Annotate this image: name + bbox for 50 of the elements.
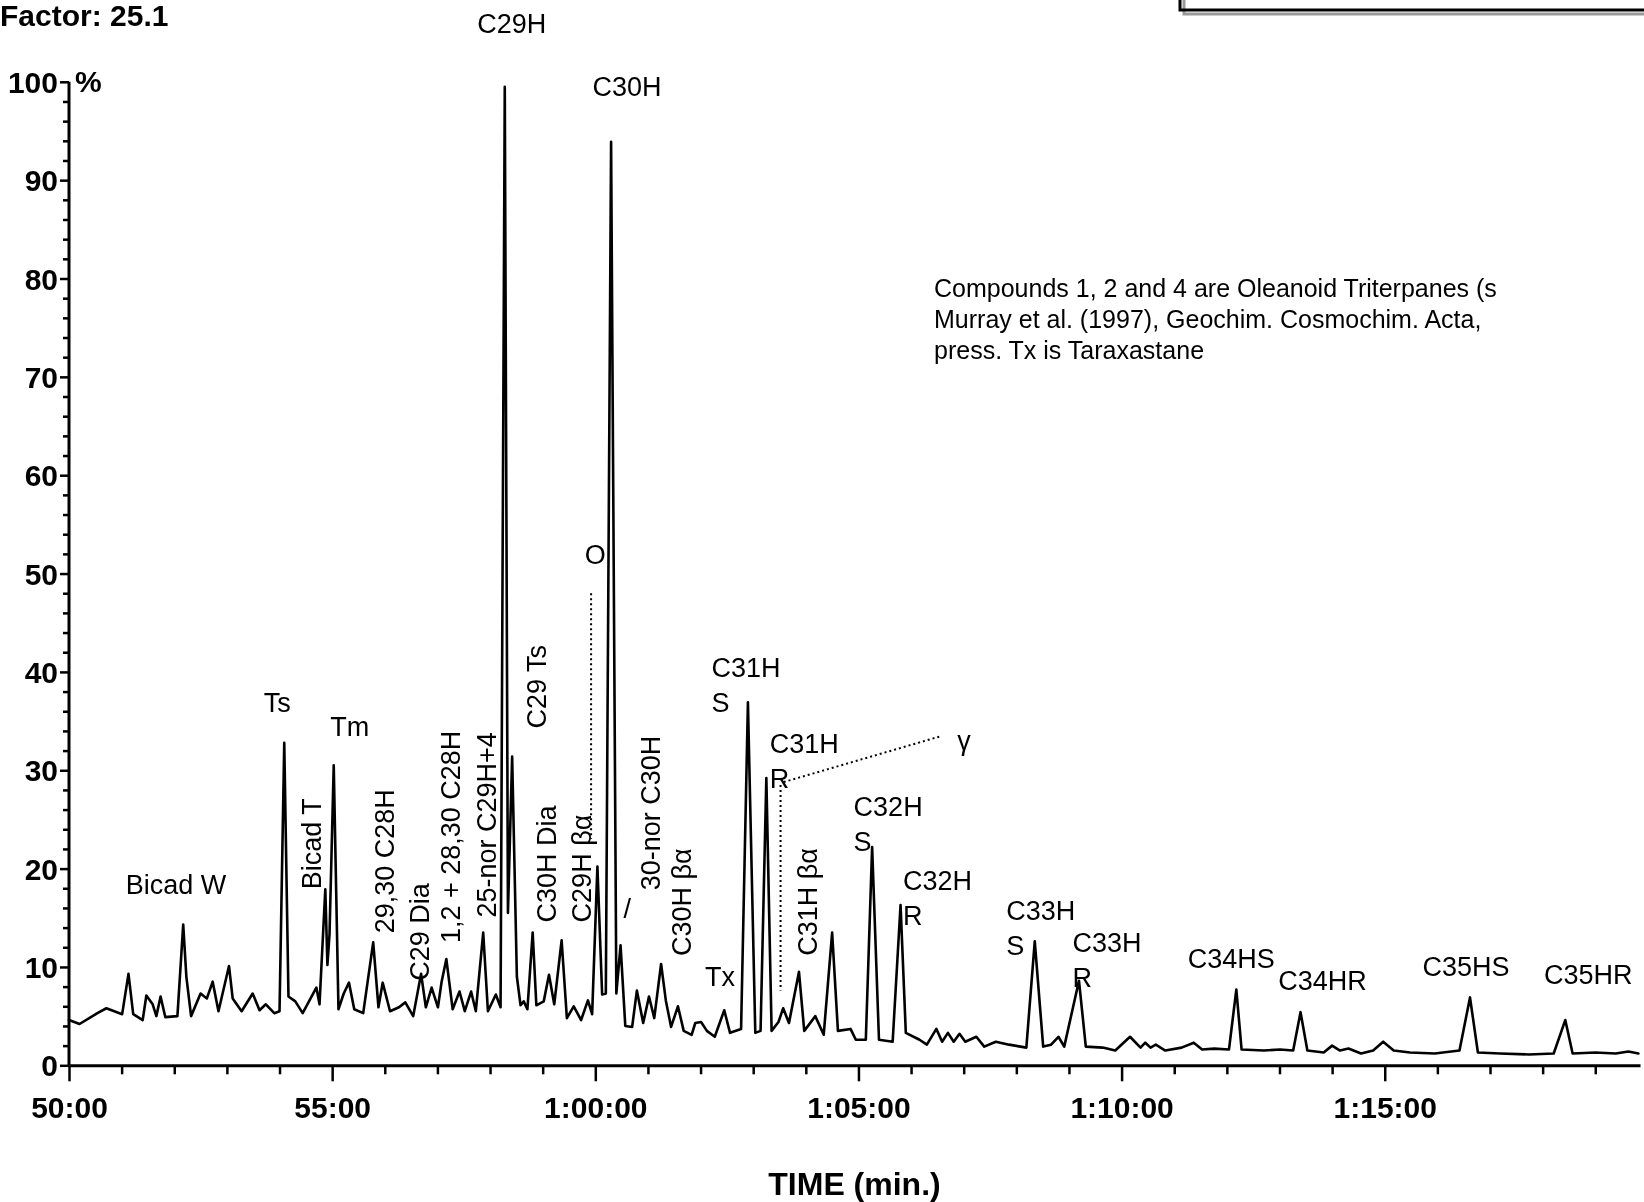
y-tick-label: 90	[24, 164, 58, 198]
y-tick-label: 0	[41, 1049, 58, 1083]
annotation: Compounds 1, 2 and 4 are Oleanoid Triterpanes (s Murray et al. (1997), Geochim. Cosmochim. Acta, press. Tx is Taraxastane	[934, 274, 1497, 364]
annotation: Tx	[704, 962, 736, 993]
y-tick-label: 70	[24, 360, 58, 394]
x-tick-label: 1:10:00	[1070, 1090, 1174, 1124]
annotation: C29H	[477, 8, 547, 39]
annotation: C35HR	[1544, 960, 1633, 991]
y-tick-label: 50	[24, 557, 58, 591]
annotation: C30H βα	[666, 848, 697, 956]
x-tick-label: 55:00	[294, 1090, 372, 1124]
y-tick-label: 30	[24, 754, 58, 788]
x-tick-label: 1:00:00	[544, 1090, 648, 1124]
annotation: C30H	[592, 71, 662, 102]
annotation: C31H βα	[792, 848, 823, 956]
y-tick-label: 80	[24, 262, 58, 296]
annotation: Bicad W	[125, 869, 227, 900]
annotation: C33H R	[1072, 927, 1142, 993]
annotation: Bicad T	[297, 798, 328, 890]
annotation: C32H S	[853, 791, 923, 857]
x-tick-label: 1:15:00	[1333, 1090, 1437, 1124]
x-axis-title: TIME (min.)	[768, 1166, 941, 1202]
annotation: C34HR	[1278, 966, 1367, 997]
y-tick-label: 60	[24, 459, 58, 493]
y-tick-label: 100	[7, 65, 58, 99]
annotation: O	[584, 539, 606, 570]
annotation: C30H Dia	[532, 804, 563, 923]
annotation: C29 Ts	[521, 644, 552, 729]
y-tick-label: 40	[24, 655, 58, 689]
annotation: C34HS	[1187, 943, 1275, 974]
annotation: 30-nor C30H	[635, 735, 666, 891]
annotation: 29,30 C28H	[369, 789, 400, 934]
annotation: Ts	[263, 687, 291, 718]
chart-title: Factor: 25.1	[0, 0, 169, 32]
x-tick-label: 1:05:00	[807, 1090, 911, 1124]
annotation: /	[623, 894, 632, 925]
x-tick-label: 50:00	[31, 1090, 108, 1124]
annotation: Tm	[330, 712, 370, 743]
annotation: C29 Dia	[404, 882, 435, 981]
annotation: C35HS	[1422, 952, 1510, 983]
annotation: C31H S	[711, 653, 781, 719]
y-axis-title: %	[75, 64, 102, 98]
annotation: 1,2 + 28,30 C28H	[436, 730, 467, 944]
annotation: γ	[957, 725, 972, 756]
annotation: C29H βα	[567, 814, 598, 923]
annotation: C31H R	[769, 729, 839, 795]
y-tick-label: 20	[24, 852, 58, 886]
y-tick-label: 10	[24, 950, 58, 984]
annotation: 25-nor C29H+4	[471, 732, 502, 918]
annotation: C32H R	[903, 865, 973, 931]
